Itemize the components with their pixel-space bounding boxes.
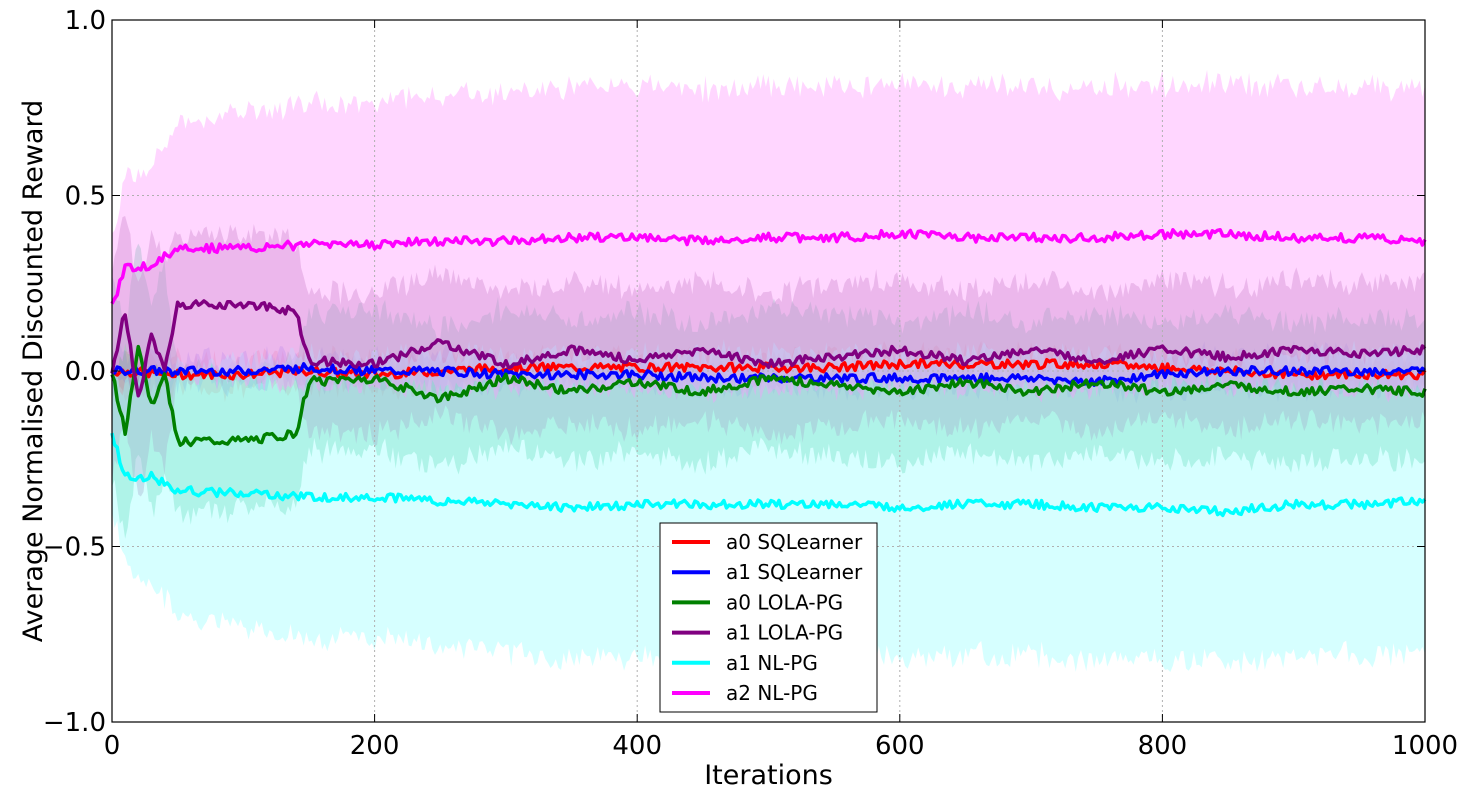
x-tick-label: 400: [612, 731, 662, 761]
series-line-a1-nl-pg: [110, 432, 1427, 518]
y-tick-label: −0.5: [43, 533, 106, 563]
legend-label: a1 SQLearner: [726, 560, 863, 584]
y-tick-label: 0.5: [65, 182, 106, 212]
legend-entry: a1 LOLA-PG: [672, 621, 843, 645]
legend: a0 SQLearner a1 SQLearner a0 LOLA-PG a1 LOL…: [659, 522, 878, 713]
band-a1-lola-pg: [112, 215, 1425, 497]
legend-entry: a0 LOLA-PG: [672, 590, 843, 614]
series-line-a1-lola-pg: [110, 299, 1427, 398]
y-axis-title: Average Normalised Discounted Reward: [18, 100, 49, 642]
x-tick-label: 600: [875, 731, 925, 761]
axis-ticks: [111, 19, 1426, 723]
legend-entry: a1 NL-PG: [672, 651, 818, 675]
legend-label: a0 LOLA-PG: [726, 590, 843, 614]
legend-label: a0 SQLearner: [726, 530, 863, 554]
series-line-a0-lola-pg: [110, 344, 1427, 448]
series-line-a2-nl-pg: [110, 227, 1427, 305]
x-axis-title: Iterations: [704, 760, 833, 791]
legend-entry: a0 SQLearner: [672, 530, 863, 554]
x-tick-label: 800: [1138, 731, 1188, 761]
legend-box: [659, 522, 878, 713]
y-tick-labels: −1.0 −0.5 0.0 0.5 1.0: [43, 6, 106, 738]
legend-entry: a2 NL-PG: [672, 681, 818, 705]
legend-label: a2 NL-PG: [726, 681, 818, 705]
band-a1-sqlearner: [112, 340, 1425, 404]
x-tick-label: 200: [350, 731, 400, 761]
x-tick-labels: 0 200 400 600 800 1000: [104, 731, 1458, 761]
x-tick-label: 1000: [1392, 731, 1458, 761]
x-tick-label: 0: [104, 731, 121, 761]
legend-label: a1 NL-PG: [726, 651, 818, 675]
legend-entry: a1 SQLearner: [672, 560, 863, 584]
series-line-a1-sqlearner: [111, 362, 1427, 387]
series-lines: [110, 227, 1427, 518]
y-tick-label: −1.0: [43, 708, 106, 738]
band-a0-lola-pg: [112, 243, 1425, 539]
y-tick-label: 1.0: [65, 6, 106, 36]
y-tick-label: 0.0: [65, 357, 106, 387]
legend-label: a1 LOLA-PG: [726, 621, 843, 645]
